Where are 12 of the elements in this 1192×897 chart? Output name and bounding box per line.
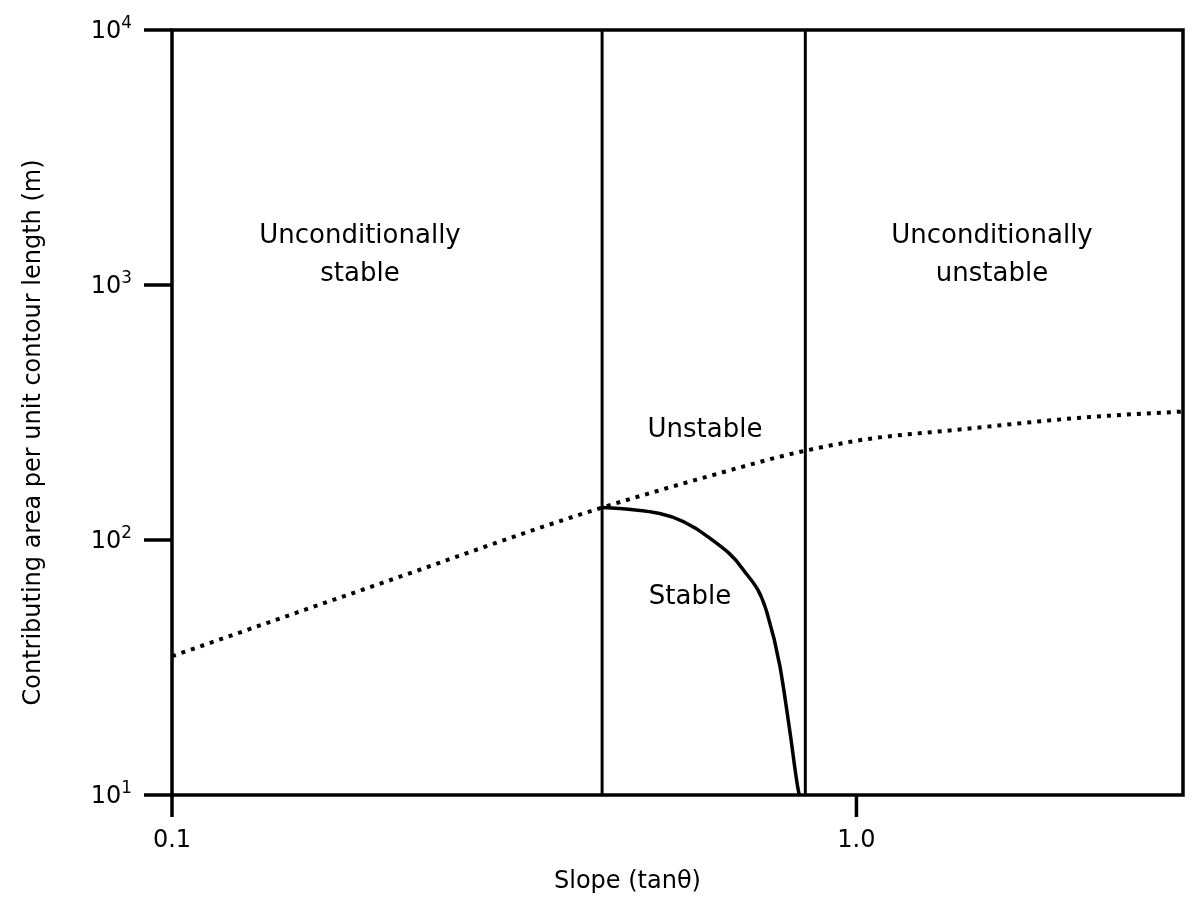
annotation: Stable <box>648 580 732 610</box>
annotation: Unstable <box>647 413 763 443</box>
y-tick-label: 10$^{1}$ <box>90 777 132 809</box>
x-tick-label: 0.1 <box>152 825 192 853</box>
annotation: Unconditionally unstable <box>891 219 1093 287</box>
x-axis-title: Slope (tanθ) <box>554 866 701 894</box>
y-axis-title: Contributing area per unit contour length (m) <box>18 159 46 706</box>
y-tick-label: 10$^{3}$ <box>90 267 132 299</box>
x-tick-label: 1.0 <box>837 825 876 853</box>
y-tick-label: 10$^{4}$ <box>90 12 132 44</box>
y-tick-label: 10$^{2}$ <box>90 522 132 554</box>
annotation: Unconditionally stable <box>259 219 461 287</box>
